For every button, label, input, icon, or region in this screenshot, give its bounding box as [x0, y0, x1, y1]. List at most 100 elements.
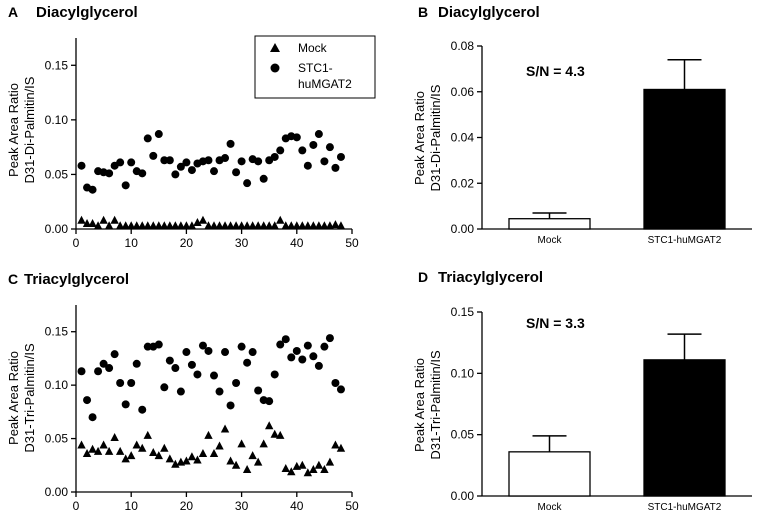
- data-point-mock: [309, 221, 318, 230]
- data-point-mock: [320, 465, 329, 474]
- data-point-stc1-humgat2: [121, 181, 130, 190]
- data-point-mock: [138, 443, 147, 452]
- x-category-label: Mock: [538, 235, 563, 246]
- data-point-mock: [265, 221, 274, 230]
- panel-a: A Diacylglycerol Peak Area Ratio D31-Di-…: [6, 4, 376, 250]
- data-point-stc1-humgat2: [320, 342, 329, 351]
- data-point-mock: [165, 454, 175, 463]
- data-point-stc1-humgat2: [160, 156, 169, 165]
- data-point-mock: [325, 457, 335, 466]
- data-point-mock: [88, 219, 97, 228]
- data-point-mock: [154, 221, 163, 230]
- data-point-mock: [160, 443, 169, 452]
- data-point-mock: [132, 440, 141, 449]
- data-point-mock: [99, 440, 108, 449]
- data-point-stc1-humgat2: [204, 156, 213, 165]
- x-tick-label: 50: [345, 499, 359, 513]
- data-point-stc1-humgat2: [226, 139, 235, 148]
- bar-stc1-humgat2: [643, 359, 726, 497]
- panel-a-marks: [77, 130, 346, 230]
- data-point-mock: [298, 221, 307, 230]
- data-point-mock: [115, 446, 125, 455]
- y-tick-label: 0.00: [45, 485, 69, 499]
- data-point-mock: [331, 220, 340, 229]
- data-point-mock: [127, 451, 136, 460]
- panel-c: C Triacylglycerol Peak Area Ratio D31-Tr…: [6, 271, 359, 513]
- data-point-stc1-humgat2: [138, 169, 147, 178]
- data-point-stc1-humgat2: [254, 386, 263, 395]
- data-point-mock: [265, 421, 274, 430]
- data-point-stc1-humgat2: [187, 166, 196, 175]
- data-point-stc1-humgat2: [276, 340, 285, 349]
- panel-b-ylabel-line1: Peak Area Ratio: [412, 91, 427, 185]
- legend-stc1-label-line1: STC1-: [298, 61, 333, 75]
- data-point-stc1-humgat2: [210, 167, 218, 176]
- data-point-stc1-humgat2: [116, 379, 125, 388]
- legend-stc1-label-line2: huMGAT2: [298, 77, 352, 91]
- data-point-stc1-humgat2: [88, 413, 97, 422]
- data-point-stc1-humgat2: [94, 367, 103, 376]
- data-point-mock: [182, 221, 191, 230]
- data-point-stc1-humgat2: [232, 168, 241, 177]
- y-tick-label: 0.15: [45, 58, 69, 72]
- panel-b-title: Diacylglycerol: [438, 4, 540, 21]
- data-point-stc1-humgat2: [121, 400, 130, 409]
- data-point-stc1-humgat2: [165, 156, 174, 165]
- data-point-mock: [292, 221, 301, 230]
- data-point-mock: [82, 219, 92, 228]
- panel-a-ylabel-line2: D31-Di-Palmitin/IS: [22, 76, 37, 183]
- data-point-stc1-humgat2: [265, 397, 274, 406]
- data-point-mock: [204, 430, 213, 439]
- data-point-stc1-humgat2: [309, 140, 318, 149]
- data-point-stc1-humgat2: [270, 152, 279, 161]
- data-point-mock: [298, 460, 307, 469]
- panel-d-ylabel: Peak Area Ratio D31-Tri-Palmitin/IS: [412, 350, 443, 460]
- data-point-stc1-humgat2: [287, 353, 296, 362]
- data-point-stc1-humgat2: [237, 342, 246, 351]
- data-point-mock: [204, 221, 213, 230]
- data-point-stc1-humgat2: [127, 158, 136, 167]
- data-point-stc1-humgat2: [303, 341, 312, 350]
- data-point-mock: [209, 449, 219, 458]
- data-point-mock: [110, 215, 119, 224]
- data-point-stc1-humgat2: [171, 170, 180, 179]
- data-point-mock: [270, 429, 279, 438]
- data-point-mock: [149, 447, 158, 456]
- data-point-stc1-humgat2: [226, 401, 235, 410]
- data-point-mock: [248, 221, 257, 230]
- data-point-mock: [237, 221, 246, 230]
- y-tick-label: 0.08: [451, 39, 475, 53]
- data-point-mock: [77, 440, 86, 449]
- data-point-stc1-humgat2: [259, 174, 268, 183]
- data-point-mock: [93, 221, 103, 230]
- bar-mock: [508, 218, 591, 230]
- x-tick-label: 10: [125, 499, 139, 513]
- data-point-mock: [314, 221, 324, 230]
- panel-b-annotation: S/N = 4.3: [526, 63, 585, 79]
- data-point-mock: [276, 430, 285, 439]
- data-point-mock: [309, 465, 318, 474]
- data-point-mock: [104, 446, 114, 455]
- data-point-stc1-humgat2: [182, 348, 191, 357]
- data-point-stc1-humgat2: [204, 346, 213, 355]
- legend-triangle-marker: [270, 43, 280, 52]
- data-point-stc1-humgat2: [292, 133, 301, 142]
- data-point-mock: [220, 424, 230, 433]
- panel-b-ylabel: Peak Area Ratio D31-Di-Palmitin/IS: [412, 84, 443, 191]
- data-point-mock: [121, 454, 130, 463]
- panel-d-axes: 0.00 0.05 0.10 0.15 Mock STC1-huMGAT2: [451, 305, 752, 513]
- panel-a-title: Diacylglycerol: [36, 4, 138, 21]
- x-tick-label: 40: [290, 499, 304, 513]
- data-point-mock: [270, 221, 279, 230]
- panel-a-legend: Mock STC1- huMGAT2: [254, 35, 376, 99]
- data-point-mock: [77, 215, 86, 224]
- panel-b-marks: [508, 58, 726, 230]
- data-point-mock: [193, 217, 202, 226]
- x-tick-label: 0: [73, 236, 80, 250]
- data-point-stc1-humgat2: [298, 355, 307, 364]
- data-point-stc1-humgat2: [221, 348, 230, 357]
- y-tick-label: 0.05: [451, 428, 475, 442]
- data-point-mock: [259, 439, 268, 448]
- data-point-mock: [165, 221, 175, 230]
- data-point-mock: [303, 468, 313, 477]
